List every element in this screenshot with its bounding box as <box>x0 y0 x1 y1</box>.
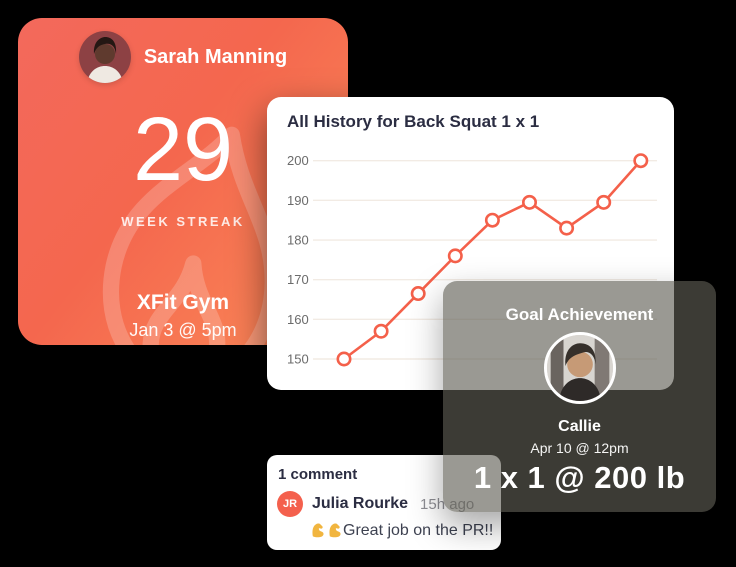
goal-user-name: Callie <box>558 418 601 435</box>
data-point-marker <box>410 286 426 302</box>
streak-card-header: Sarah Manning <box>18 31 348 83</box>
data-point-marker <box>447 248 463 264</box>
goal-datetime: Apr 10 @ 12pm <box>530 440 629 456</box>
streak-count: 29 <box>132 100 234 200</box>
data-point-marker <box>373 323 389 339</box>
sarah-avatar-image <box>78 31 131 83</box>
goal-achievement-value: 1 x 1 @ 200 lb <box>473 460 686 495</box>
comment-count-header: 1 comment <box>278 466 358 483</box>
commenter-avatar-initials: JR <box>277 491 303 517</box>
y-tick-label: 180 <box>287 233 309 248</box>
y-tick-label: 150 <box>287 352 309 367</box>
data-point-marker <box>596 194 612 210</box>
sarah-avatar <box>78 31 131 83</box>
callie-avatar <box>543 332 616 404</box>
session-datetime: Jan 3 @ 5pm <box>129 320 237 340</box>
goal-achievement-card: Goal Achievement Callie Apr 10 @ 12pm 1 … <box>443 281 716 512</box>
y-tick-label: 170 <box>287 272 309 287</box>
y-tick-label: 200 <box>287 153 309 168</box>
data-point-marker <box>559 220 575 236</box>
commenter-name: Julia Rourke <box>312 495 409 512</box>
data-point-marker <box>484 212 500 228</box>
gym-name: XFit Gym <box>136 291 230 314</box>
comment-text: Great job on the PR!! <box>343 521 494 539</box>
flex-biceps-icon <box>329 523 341 538</box>
streak-user-name: Sarah Manning <box>143 45 288 68</box>
comment-message: Great job on the PR!! <box>309 521 501 540</box>
data-point-marker <box>521 194 537 210</box>
y-tick-label: 190 <box>287 193 309 208</box>
y-tick-label: 160 <box>287 312 309 327</box>
flex-biceps-icon <box>312 523 324 538</box>
history-chart-svg: 200 190 180 170 160 150 <box>287 153 657 367</box>
data-point-marker <box>336 351 352 367</box>
data-point-marker <box>633 153 649 169</box>
goal-card-title: Goal Achievement <box>505 305 654 324</box>
chart-title: All History for Back Squat 1 x 1 <box>287 112 540 131</box>
streak-label: WEEK STREAK <box>121 214 245 229</box>
callie-avatar-image <box>546 335 613 401</box>
